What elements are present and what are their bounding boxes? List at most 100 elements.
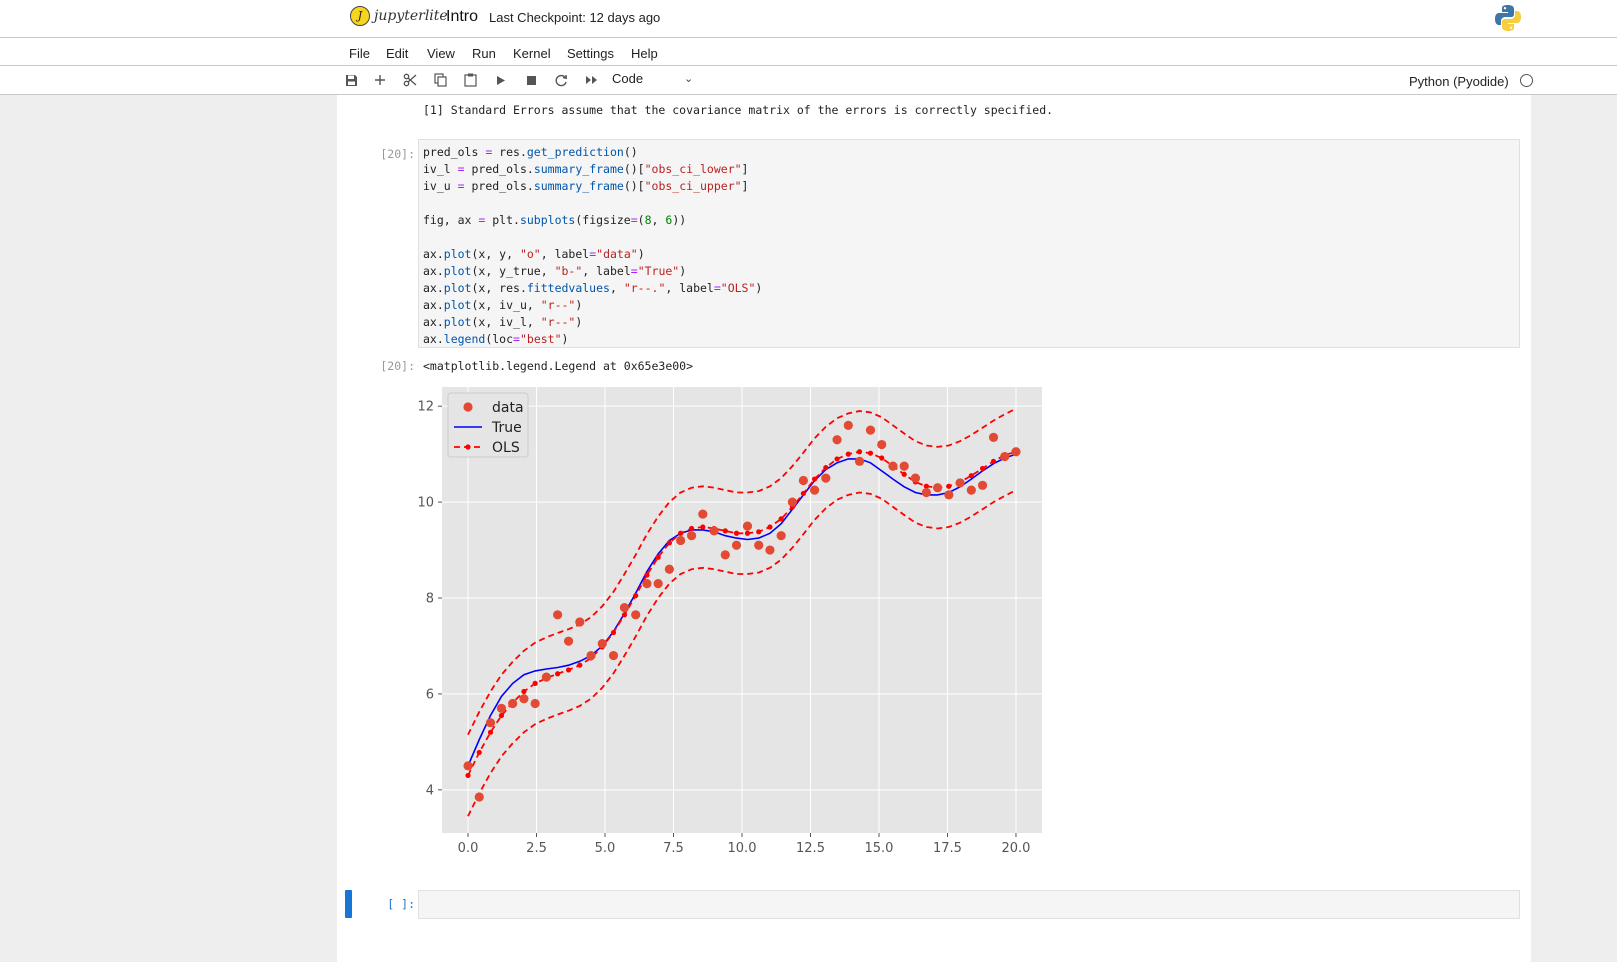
ols-point (823, 464, 829, 471)
ols-point (990, 458, 997, 464)
prediction-interval-line (467, 489, 1017, 817)
paste-icon[interactable] (461, 71, 479, 89)
data-point (653, 579, 663, 589)
input-prompt: [20]: (380, 147, 415, 161)
data-point (485, 718, 496, 728)
output-notes: [1] Standard Errors assume that the cova… (423, 103, 1054, 117)
menu-help[interactable]: Help (631, 46, 658, 61)
ols-point (979, 465, 986, 472)
data-point (530, 698, 540, 709)
y-tick-label: 8 (426, 592, 434, 607)
ols-point (856, 449, 863, 455)
restart-icon[interactable] (552, 71, 570, 89)
save-icon[interactable] (342, 71, 360, 89)
cell-type-select[interactable]: Code (612, 71, 644, 86)
x-tick-label: 0.0 (458, 841, 479, 856)
data-point (843, 420, 853, 430)
data-point (944, 490, 954, 500)
code-line: pred_ols = res.get_prediction() (423, 145, 638, 159)
data-point (1000, 451, 1010, 462)
lightbulb-icon: J (350, 6, 370, 26)
ols-point (577, 662, 583, 668)
data-point (597, 638, 607, 649)
chevron-down-icon[interactable]: ⌄ (684, 72, 694, 85)
cut-icon[interactable] (401, 71, 419, 89)
logo-text: jupyterlite (374, 8, 448, 24)
data-point (821, 473, 831, 483)
menu-file[interactable]: File (349, 46, 370, 61)
ols-point (800, 490, 806, 497)
data-point (631, 610, 641, 620)
ols-point (555, 671, 561, 677)
data-point (664, 564, 674, 574)
code-line: ax.plot(x, iv_u, "r--") (423, 298, 583, 312)
ols-point (879, 455, 885, 461)
data-point (832, 435, 842, 445)
x-tick-label: 7.5 (663, 841, 684, 856)
notebook-title[interactable]: Intro (446, 8, 479, 25)
x-tick-label: 2.5 (526, 841, 547, 856)
fast-forward-icon[interactable] (582, 71, 600, 89)
empty-code-cell[interactable] (418, 890, 1520, 919)
x-tick-label: 12.5 (796, 841, 825, 856)
menu-kernel[interactable]: Kernel (513, 46, 551, 61)
copy-icon[interactable] (431, 71, 449, 89)
ols-point (923, 483, 929, 489)
x-tick-label: 20.0 (1001, 841, 1030, 856)
add-cell-icon[interactable] (371, 71, 389, 89)
data-point (955, 478, 965, 488)
menu-run[interactable]: Run (472, 46, 496, 61)
code-cell-editor[interactable]: pred_ols = res.get_prediction() iv_l = p… (418, 139, 1520, 348)
data-point (798, 475, 808, 486)
ols-point (655, 554, 661, 560)
data-point (921, 487, 931, 498)
data-point (698, 509, 708, 519)
data-point (877, 439, 887, 450)
code-line: ax.legend(loc="best") (423, 332, 569, 346)
data-point (686, 531, 697, 541)
ols-point (476, 749, 482, 756)
data-point (586, 650, 596, 661)
ols-point (465, 772, 471, 779)
menu-edit[interactable]: Edit (386, 46, 409, 61)
legend-data-marker (463, 402, 473, 412)
python-logo-icon (1495, 5, 1521, 31)
stop-icon[interactable] (522, 71, 540, 89)
y-tick-label: 6 (426, 687, 434, 702)
ols-point (722, 528, 728, 534)
ols-point (812, 476, 818, 482)
code-line: fig, ax = plt.subplots(figsize=(8, 6)) (423, 213, 687, 227)
checkpoint-status: Last Checkpoint: 12 days ago (489, 10, 661, 25)
menu-settings[interactable]: Settings (567, 46, 614, 61)
data-point (776, 531, 786, 541)
ols-point (666, 540, 672, 546)
output-prompt: [20]: (380, 359, 415, 373)
kernel-name[interactable]: Python (Pyodide) (1409, 74, 1509, 89)
data-point (899, 461, 909, 471)
empty-cell-prompt: [ ]: (387, 897, 415, 911)
data-point (742, 521, 753, 531)
data-point (865, 425, 876, 435)
ols-point (767, 524, 773, 530)
data-point (787, 497, 798, 507)
data-point (541, 672, 551, 682)
ols-point (532, 680, 538, 686)
notebook-toolbar: Code ⌄ Python (Pyodide) (0, 66, 1617, 95)
ols-point (946, 483, 952, 489)
ols-point (678, 530, 684, 536)
data-point (1011, 447, 1021, 457)
menu-view[interactable]: View (427, 46, 455, 61)
run-icon[interactable] (492, 71, 510, 89)
data-point (810, 485, 820, 495)
legend-label: data (492, 400, 524, 416)
ols-point (834, 456, 840, 462)
data-point (676, 535, 686, 546)
data-point (720, 550, 730, 560)
y-tick-label: 10 (417, 496, 434, 511)
code-line: iv_l = pred_ols.summary_frame()["obs_ci_… (423, 162, 749, 176)
data-point (619, 603, 630, 613)
jupyterlite-logo[interactable]: J jupyterlite (350, 6, 448, 26)
legend-ols-marker (465, 444, 471, 450)
x-tick-label: 17.5 (933, 841, 962, 856)
notebook-panel: [1] Standard Errors assume that the cova… (337, 95, 1531, 962)
